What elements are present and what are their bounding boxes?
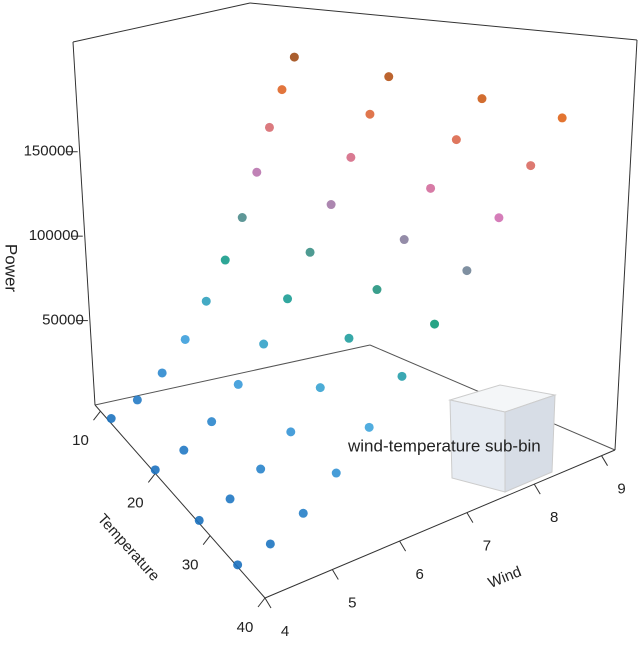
point	[289, 52, 299, 62]
x-tick-label: 7	[483, 538, 491, 555]
x-tick-label: 6	[415, 566, 423, 583]
point	[372, 285, 382, 295]
annotation-cube	[448, 384, 557, 493]
y-tick	[257, 597, 266, 608]
point	[451, 135, 461, 145]
y-axis-label: Temperature	[94, 511, 163, 585]
point	[477, 94, 487, 104]
y-tick	[93, 410, 101, 421]
point	[265, 539, 275, 549]
box-edge	[614, 39, 638, 451]
y-tick-label: 20	[127, 494, 144, 511]
point	[180, 334, 190, 344]
x-tick	[533, 483, 541, 495]
point	[277, 85, 287, 95]
point	[494, 213, 504, 223]
x-tick-label: 9	[617, 481, 625, 498]
point	[157, 368, 167, 378]
point	[194, 515, 204, 525]
point	[201, 296, 211, 306]
x-tick	[331, 569, 339, 580]
point	[225, 494, 235, 504]
y-tick	[202, 535, 211, 546]
box: 50000 100000 150000 10 20 30 40 4 5 6 7 8 9	[24, 2, 638, 640]
x-tick	[601, 455, 608, 466]
x-tick	[399, 540, 407, 552]
point	[298, 508, 308, 518]
point	[207, 417, 217, 427]
point	[526, 161, 536, 171]
box-edge	[72, 41, 96, 406]
point	[256, 464, 266, 474]
annotation: wind-temperature sub-bin	[347, 436, 541, 455]
point	[430, 319, 440, 329]
point	[331, 468, 341, 478]
point	[365, 109, 375, 119]
point	[346, 152, 356, 162]
box-edge	[264, 449, 616, 599]
point	[106, 413, 116, 423]
point	[132, 395, 142, 405]
z-tick-label: 150000	[24, 143, 74, 160]
box-edge	[94, 344, 371, 406]
points	[106, 52, 567, 570]
point	[462, 266, 472, 276]
y-tick-label: 40	[237, 619, 254, 636]
x-tick	[264, 597, 272, 609]
point	[233, 379, 243, 389]
point	[286, 427, 296, 437]
point	[259, 339, 269, 349]
y-tick-label: 30	[182, 557, 199, 574]
box-edge	[249, 2, 638, 41]
point	[326, 200, 336, 210]
point	[364, 422, 374, 432]
z-tick-label: 50000	[42, 312, 84, 329]
point	[150, 465, 160, 475]
z-axis-label: Power	[2, 244, 21, 293]
point	[264, 122, 274, 132]
point	[220, 255, 230, 265]
z-tick-label: 100000	[29, 227, 79, 244]
box-edge	[94, 404, 266, 599]
point	[179, 445, 189, 455]
point	[315, 383, 325, 393]
point	[557, 113, 567, 123]
point	[397, 371, 407, 381]
point	[233, 560, 243, 570]
point	[283, 294, 293, 304]
y-tick-label: 10	[72, 432, 89, 449]
point	[399, 235, 409, 245]
point	[384, 72, 394, 82]
x-tick-label: 5	[348, 595, 356, 612]
x-axis-label: Wind	[486, 563, 524, 592]
x-tick-label: 8	[550, 509, 558, 526]
point	[426, 183, 436, 193]
point	[344, 333, 354, 343]
point	[305, 247, 315, 257]
box-edge	[72, 2, 251, 43]
x-tick-label: 4	[281, 623, 289, 640]
point	[252, 167, 262, 177]
x-tick	[466, 512, 474, 523]
point	[237, 213, 247, 223]
y-tick	[147, 473, 156, 483]
cube-right	[504, 394, 556, 493]
